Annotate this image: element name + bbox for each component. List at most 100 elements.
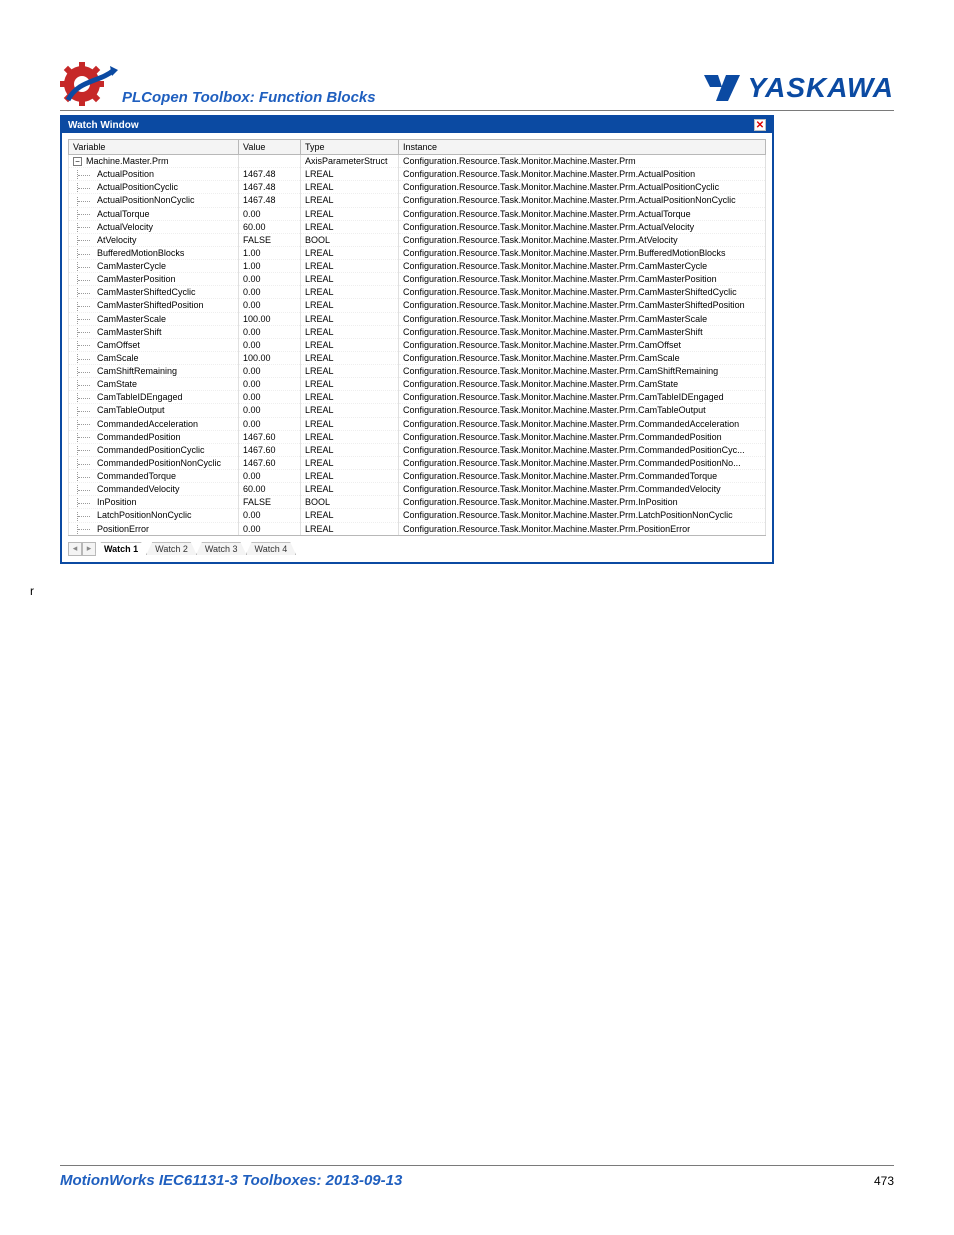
cell-variable: ActualPositionCyclic	[97, 182, 178, 192]
cell-variable: ActualTorque	[97, 209, 150, 219]
tab-watch-3[interactable]: Watch 3	[196, 542, 247, 555]
cell-value: 1467.60	[239, 430, 301, 443]
table-row[interactable]: InPosition FALSEBOOLConfiguration.Resourc…	[69, 496, 766, 509]
tab-prev-icon[interactable]: ◂	[68, 542, 82, 556]
cell-value: 0.00	[239, 509, 301, 522]
cell-variable: CommandedVelocity	[97, 484, 180, 494]
table-row-root[interactable]: −Machine.Master.Prm AxisParameterStruct …	[69, 155, 766, 168]
table-row[interactable]: CommandedTorque0.00LREALConfiguration.Re…	[69, 470, 766, 483]
cell-value: 1467.48	[239, 168, 301, 181]
tab-watch-2[interactable]: Watch 2	[146, 542, 197, 555]
footer-title: MotionWorks IEC61131-3 Toolboxes: 2013-0…	[60, 1172, 402, 1189]
tree-line-icon	[77, 288, 97, 297]
table-row[interactable]: CommandedPositionCyclic1467.60LREALConfi…	[69, 443, 766, 456]
cell-variable: CamScale	[97, 353, 139, 363]
cell-variable: InPosition	[97, 497, 137, 507]
cell-type: LREAL	[301, 378, 399, 391]
col-value[interactable]: Value	[239, 140, 301, 155]
brand-logo: YASKAWA	[702, 72, 895, 108]
close-icon[interactable]: ✕	[754, 119, 766, 131]
table-row[interactable]: ActualPosition1467.48LREALConfiguration.…	[69, 168, 766, 181]
table-row[interactable]: CamMasterScale100.00LREALConfiguration.R…	[69, 312, 766, 325]
cell-instance: Configuration.Resource.Task.Monitor.Mach…	[399, 351, 766, 364]
table-row[interactable]: CamState0.00LREALConfiguration.Resource.…	[69, 378, 766, 391]
col-variable[interactable]: Variable	[69, 140, 239, 155]
tree-line-icon	[77, 315, 97, 324]
table-row[interactable]: CamTableIDEngaged0.00LREALConfiguration.…	[69, 391, 766, 404]
header-rule	[60, 110, 894, 111]
cell-instance: Configuration.Resource.Task.Monitor.Mach…	[399, 286, 766, 299]
col-instance[interactable]: Instance	[399, 140, 766, 155]
tab-watch-4[interactable]: Watch 4	[246, 542, 297, 555]
cell-instance: Configuration.Resource.Task.Monitor.Mach…	[399, 470, 766, 483]
table-row[interactable]: CommandedAcceleration0.00LREALConfigurat…	[69, 417, 766, 430]
root-type: AxisParameterStruct	[301, 155, 399, 168]
cell-value: FALSE	[239, 496, 301, 509]
cell-variable: CommandedPositionCyclic	[97, 445, 205, 455]
cell-instance: Configuration.Resource.Task.Monitor.Mach…	[399, 496, 766, 509]
cell-value: 1467.60	[239, 456, 301, 469]
watch-tabs: ◂ ▸ Watch 1Watch 2Watch 3Watch 4	[68, 542, 766, 556]
tree-line-icon	[77, 170, 97, 179]
table-row[interactable]: CamMasterShiftedPosition0.00LREALConfigu…	[69, 299, 766, 312]
cell-value: 100.00	[239, 312, 301, 325]
table-row[interactable]: CamMasterShift0.00LREALConfiguration.Res…	[69, 325, 766, 338]
cell-type: BOOL	[301, 496, 399, 509]
tree-line-icon	[77, 459, 97, 468]
tab-next-icon[interactable]: ▸	[82, 542, 96, 556]
tree-line-icon	[77, 223, 97, 232]
table-row[interactable]: CamScale100.00LREALConfiguration.Resourc…	[69, 351, 766, 364]
table-row[interactable]: CamTableOutput0.00LREALConfiguration.Res…	[69, 404, 766, 417]
cell-variable: CamMasterPosition	[97, 274, 176, 284]
cell-value: 0.00	[239, 391, 301, 404]
cell-type: LREAL	[301, 483, 399, 496]
brand-text: YASKAWA	[748, 72, 895, 104]
table-row[interactable]: ActualPositionNonCyclic1467.48LREALConfi…	[69, 194, 766, 207]
cell-type: LREAL	[301, 365, 399, 378]
table-row[interactable]: ActualPositionCyclic1467.48LREALConfigur…	[69, 181, 766, 194]
table-row[interactable]: PositionError0.00LREALConfiguration.Reso…	[69, 522, 766, 535]
tree-line-icon	[77, 512, 97, 521]
tree-line-icon	[77, 420, 97, 429]
cell-type: LREAL	[301, 443, 399, 456]
table-row[interactable]: CommandedVelocity60.00LREALConfiguration…	[69, 483, 766, 496]
cell-instance: Configuration.Resource.Task.Monitor.Mach…	[399, 299, 766, 312]
cell-type: LREAL	[301, 194, 399, 207]
table-row[interactable]: CamMasterCycle1.00LREALConfiguration.Res…	[69, 260, 766, 273]
tree-collapse-icon[interactable]: −	[73, 157, 82, 166]
table-row[interactable]: ActualTorque0.00LREALConfiguration.Resou…	[69, 207, 766, 220]
cell-instance: Configuration.Resource.Task.Monitor.Mach…	[399, 365, 766, 378]
cell-variable: CommandedPosition	[97, 432, 181, 442]
table-row[interactable]: CamMasterPosition0.00LREALConfiguration.…	[69, 273, 766, 286]
cell-instance: Configuration.Resource.Task.Monitor.Mach…	[399, 522, 766, 535]
tree-line-icon	[77, 380, 97, 389]
cell-value: 1467.48	[239, 194, 301, 207]
table-row[interactable]: CamMasterShiftedCyclic0.00LREALConfigura…	[69, 286, 766, 299]
cell-value: 0.00	[239, 299, 301, 312]
cell-instance: Configuration.Resource.Task.Monitor.Mach…	[399, 246, 766, 259]
table-row[interactable]: CamOffset0.00LREALConfiguration.Resource…	[69, 338, 766, 351]
cell-value: 0.00	[239, 365, 301, 378]
table-row[interactable]: ActualVelocity60.00LREALConfiguration.Re…	[69, 220, 766, 233]
table-row[interactable]: LatchPositionNonCyclic0.00LREALConfigura…	[69, 509, 766, 522]
table-row[interactable]: CamShiftRemaining0.00LREALConfiguration.…	[69, 365, 766, 378]
cell-value: 0.00	[239, 417, 301, 430]
tree-line-icon	[77, 407, 97, 416]
cell-variable: CamMasterShiftedCyclic	[97, 287, 196, 297]
table-row[interactable]: CommandedPosition1467.60LREALConfigurati…	[69, 430, 766, 443]
cell-type: LREAL	[301, 312, 399, 325]
cell-type: LREAL	[301, 391, 399, 404]
tab-watch-1[interactable]: Watch 1	[95, 542, 147, 555]
cell-type: LREAL	[301, 522, 399, 535]
col-type[interactable]: Type	[301, 140, 399, 155]
table-row[interactable]: AtVelocityFALSEBOOLConfiguration.Resourc…	[69, 233, 766, 246]
table-row[interactable]: CommandedPositionNonCyclic1467.60LREALCo…	[69, 456, 766, 469]
cell-variable: CamTableIDEngaged	[97, 392, 183, 402]
tree-line-icon	[77, 236, 97, 245]
cell-instance: Configuration.Resource.Task.Monitor.Mach…	[399, 312, 766, 325]
cell-type: LREAL	[301, 417, 399, 430]
table-row[interactable]: BufferedMotionBlocks1.00LREALConfigurati…	[69, 246, 766, 259]
cell-value: 0.00	[239, 404, 301, 417]
gear-logo-icon	[60, 60, 118, 108]
cell-value: 0.00	[239, 273, 301, 286]
